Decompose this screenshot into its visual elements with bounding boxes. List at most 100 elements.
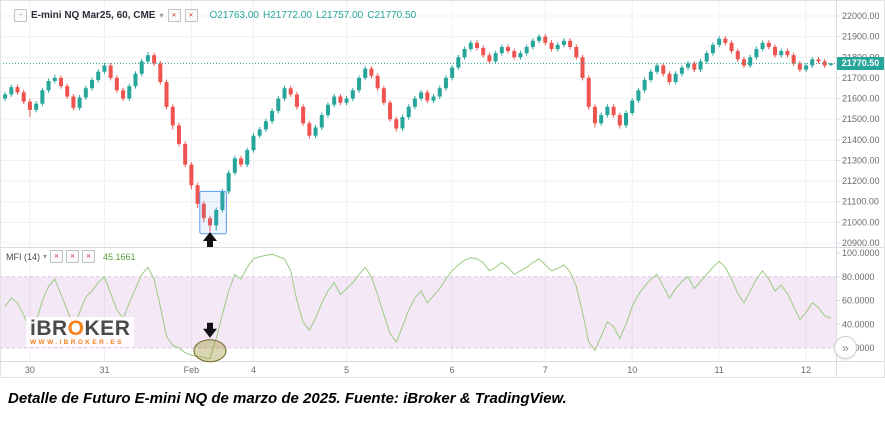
candle-body (34, 103, 39, 110)
candle-body (27, 101, 32, 110)
candle-body (338, 96, 343, 103)
price-tick-label: 21400.00 (842, 135, 880, 145)
candle-body (723, 38, 728, 43)
indicator-control-icon-1[interactable]: ✕ (50, 250, 64, 263)
candle-body (481, 47, 486, 56)
candle-body (623, 112, 629, 126)
mfi-tick-label: 40.0000 (842, 319, 875, 329)
candle-body (307, 123, 312, 136)
candle-body (381, 88, 386, 103)
candle-body (555, 44, 560, 50)
collapse-pane-icon[interactable]: − (14, 9, 27, 22)
candle-body (369, 68, 374, 76)
scroll-right-button[interactable]: » (834, 336, 857, 359)
candle-body (127, 86, 132, 99)
candle-body (152, 55, 157, 64)
candle-body (158, 63, 163, 83)
chevron-down-icon[interactable]: ▾ (43, 252, 48, 261)
candle-body (630, 100, 635, 113)
candle-body (263, 121, 268, 130)
ibroker-logo-text: iBROKER (30, 317, 130, 340)
candle-body (804, 65, 809, 70)
candle-body (412, 98, 417, 107)
candle-body (754, 49, 759, 58)
candle-body (195, 185, 200, 204)
candle-body (741, 59, 746, 66)
price-tick-label: 21700.00 (842, 73, 880, 83)
indicator-control-icon-3[interactable]: ✕ (82, 250, 96, 263)
candle-body (388, 102, 393, 120)
candle-body (717, 38, 722, 45)
time-tick-label: 12 (801, 365, 811, 375)
candle-body (71, 96, 76, 108)
candle-body (183, 143, 188, 165)
candle-body (232, 158, 237, 173)
indicator-title[interactable]: MFI (14) (6, 251, 41, 262)
candle-body (108, 65, 113, 78)
candle-body (760, 42, 765, 50)
candle-body (319, 115, 324, 128)
price-tick-label: 20900.00 (842, 238, 880, 248)
time-tick-label: 11 (714, 365, 723, 375)
up-arrow-annotation (203, 232, 217, 247)
high-value: H21772.00 (263, 10, 312, 21)
candle-body (276, 98, 281, 111)
candle-body (617, 115, 622, 126)
candle-body (530, 40, 535, 47)
candle-body (661, 65, 666, 74)
indicator-control-icon-2[interactable]: ✕ (66, 250, 80, 263)
candle-body (735, 51, 740, 60)
candle-body (102, 65, 107, 72)
candle-body (431, 96, 436, 101)
candle-body (332, 96, 337, 105)
price-tick-label: 21100.00 (842, 197, 879, 207)
candle-body (96, 71, 101, 80)
candle-body (294, 94, 299, 107)
candle-body (406, 106, 411, 118)
candle-body (499, 46, 504, 54)
candle-body (176, 125, 181, 144)
candle-body (468, 42, 473, 50)
candle-body (655, 65, 660, 72)
candle-body (145, 55, 150, 62)
price-tick-label: 21200.00 (842, 176, 880, 186)
candle-body (493, 53, 498, 62)
candle-body (586, 77, 591, 107)
figure-caption: Detalle de Futuro E-mini NQ de marzo de … (8, 390, 567, 407)
candle-body (245, 150, 250, 165)
time-tick-label: 10 (627, 365, 637, 375)
candle-body (580, 57, 585, 78)
highlight-circle-annotation (193, 339, 227, 363)
candle-body (568, 40, 573, 47)
candle-body (9, 87, 14, 95)
candle-body (748, 57, 753, 66)
symbol-control-icon-1[interactable]: ✕ (167, 9, 181, 22)
price-tick-label: 21300.00 (842, 155, 880, 165)
symbol-title[interactable]: E-mini NQ Mar25, 60, CME (31, 10, 156, 21)
ibroker-logo: iBROKER WWW.IBROKER.ES (26, 317, 135, 348)
indicator-value: 45.1661 (103, 251, 136, 262)
candle-body (791, 55, 796, 64)
candle-body (90, 79, 95, 89)
symbol-control-icon-2[interactable]: ✕ (184, 9, 198, 22)
candle-body (419, 92, 424, 99)
candle-body (344, 98, 349, 103)
candle-body (828, 63, 833, 65)
candle-body (785, 51, 790, 56)
candle-body (207, 218, 213, 226)
candle-body (773, 46, 778, 56)
price-tick-label: 22000.00 (842, 11, 880, 21)
chevron-down-icon[interactable]: ▾ (159, 11, 164, 20)
candle-body (686, 63, 691, 68)
mfi-band (0, 276, 836, 348)
candle-body (313, 127, 318, 136)
symbol-header: − E-mini NQ Mar25, 60, CME ▾ ✕ ✕ O21763.… (14, 9, 416, 22)
candle-body (357, 77, 362, 91)
candle-body (605, 106, 610, 116)
last-price-label: 21770.50 (837, 57, 884, 70)
chart-canvas[interactable]: 22000.0021900.0021800.0021700.0021600.00… (0, 0, 885, 378)
candle-body (164, 82, 169, 107)
time-tick-label: 4 (251, 365, 256, 375)
candle-body (462, 49, 467, 58)
